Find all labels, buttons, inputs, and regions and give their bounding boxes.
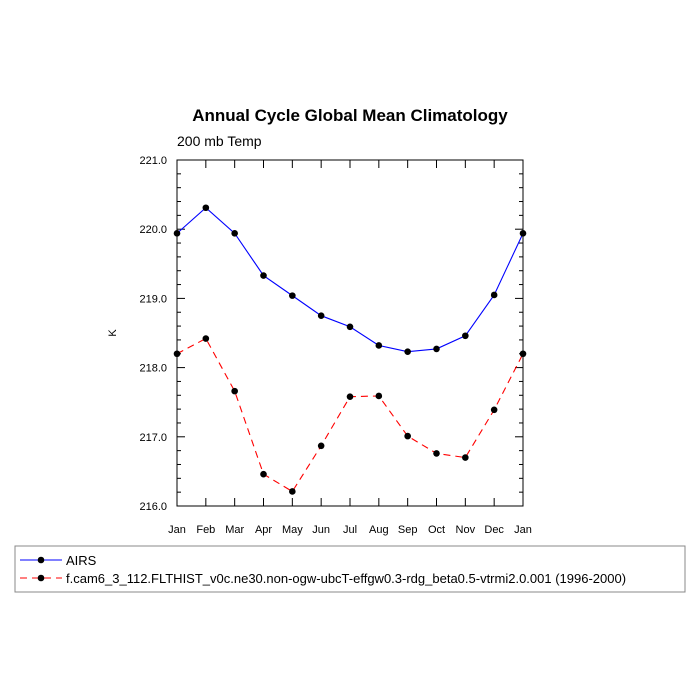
series-point-0 [202, 204, 210, 212]
series-point-0 [260, 272, 267, 279]
chart-subtitle: 200 mb Temp [177, 133, 262, 149]
y-axis-label: K [107, 329, 119, 337]
x-tick-label: Aug [369, 524, 389, 536]
series-point-0 [404, 348, 411, 355]
x-tick-label: Jan [514, 524, 532, 536]
series-point-1 [289, 488, 296, 495]
x-tick-label: Jun [312, 524, 330, 536]
legend-marker-1 [37, 574, 45, 582]
x-tick-label: Jan [168, 524, 186, 536]
series-point-0 [490, 291, 498, 299]
series-line-0 [176, 207, 524, 353]
y-tick-label: 219.0 [139, 293, 167, 305]
x-tick-label: Feb [196, 524, 215, 536]
series-point-1 [404, 432, 411, 440]
x-tick-label: Jul [343, 524, 357, 536]
series-point-1 [346, 393, 354, 400]
series-point-0 [433, 345, 440, 353]
series-point-1 [490, 406, 498, 414]
series-point-1 [231, 387, 238, 395]
series-point-1 [462, 454, 469, 461]
x-tick-label: Sep [398, 524, 418, 536]
series-point-0 [519, 230, 527, 237]
y-tick-label: 216.0 [139, 501, 167, 513]
x-tick-label: Oct [428, 524, 445, 536]
chart-title: Annual Cycle Global Mean Climatology [192, 106, 508, 125]
series-point-1 [375, 392, 383, 400]
series-point-0 [289, 292, 296, 299]
series-point-1 [519, 350, 527, 358]
series-point-1 [433, 450, 440, 457]
series-point-0 [346, 323, 354, 331]
series-point-1 [317, 442, 325, 450]
legend: AIRS f.cam6_3_112.FLTHIST_v0c.ne30.non-og… [20, 553, 626, 586]
series-point-0 [173, 230, 181, 237]
y-tick-label: 218.0 [139, 363, 167, 375]
x-tick-label: May [282, 524, 303, 536]
y-tick-label: 217.0 [139, 432, 167, 444]
plot-area: 216.0 217.0 218.0 219.0 220.0 221.0 Jan Feb Mar A… [139, 155, 531, 536]
series-point-0 [375, 342, 383, 349]
legend-box [14, 545, 686, 593]
plot-frame [176, 159, 524, 507]
y-tick-label: 220.0 [139, 224, 167, 236]
legend-label-1: f.cam6_3_112.FLTHIST_v0c.ne30.non-ogw-ub… [66, 571, 626, 586]
legend-marker-0 [37, 556, 45, 564]
series-point-0 [231, 230, 238, 237]
series-point-1 [202, 335, 210, 342]
x-tick-label: Nov [456, 524, 476, 536]
legend-label-0: AIRS [66, 553, 97, 568]
series-point-1 [173, 350, 181, 358]
x-tick-label: Dec [484, 524, 504, 536]
x-tick-label: Mar [225, 524, 244, 536]
series-point-0 [317, 312, 325, 320]
series-line-1 [176, 337, 524, 493]
y-tick-label: 221.0 [139, 155, 167, 167]
series-point-1 [260, 470, 267, 478]
series-point-0 [462, 332, 469, 340]
x-tick-label: Apr [255, 524, 272, 536]
